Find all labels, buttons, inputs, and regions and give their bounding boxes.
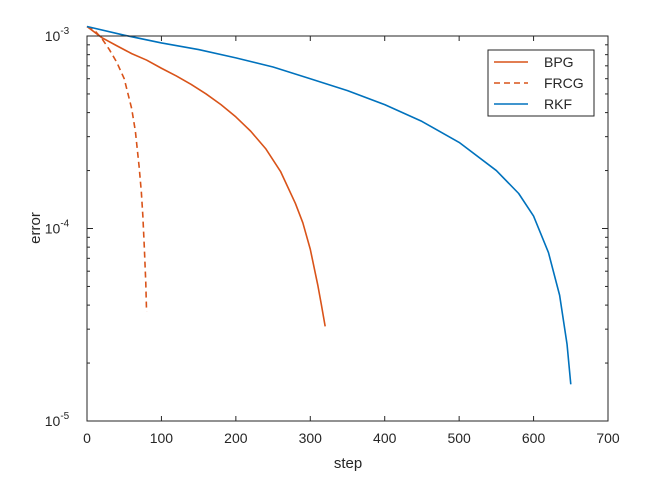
x-tick-label: 100: [150, 430, 174, 446]
x-tick-label: 0: [83, 430, 91, 446]
x-tick-label: 200: [224, 430, 248, 446]
series-line-frcg: [86, 25, 148, 312]
legend-label-frcg: FRCG: [544, 75, 584, 91]
x-tick-label: 300: [299, 430, 323, 446]
legend[interactable]: BPG FRCG RKF: [487, 49, 595, 117]
x-tick-label: 500: [447, 430, 471, 446]
x-tick-label: 600: [522, 430, 546, 446]
series-line-rkf: [86, 25, 572, 385]
legend-label-bpg: BPG: [544, 54, 574, 70]
y-tick-label: 10-4: [45, 219, 70, 237]
x-tick-label: 700: [596, 430, 620, 446]
y-axis-label: error: [27, 212, 44, 244]
x-axis: 0 100 200 300 400 500 600 700: [83, 36, 620, 446]
legend-label-rkf: RKF: [544, 96, 572, 112]
x-axis-label: step: [334, 455, 362, 472]
series-layer: [86, 25, 572, 385]
y-axis: 10-5 10-4 10-3: [45, 26, 608, 429]
x-tick-label: 400: [373, 430, 397, 446]
y-tick-label: 10-5: [45, 411, 70, 429]
series-line-bpg: [86, 25, 326, 327]
y-tick-label: 10-3: [45, 26, 70, 44]
